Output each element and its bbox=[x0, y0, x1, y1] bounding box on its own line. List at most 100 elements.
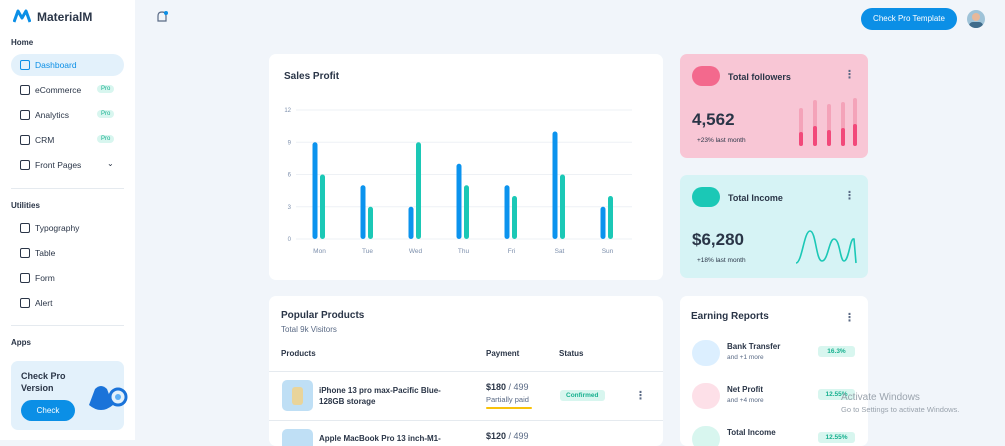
nav-label: Typography bbox=[35, 223, 80, 233]
section-title: Home bbox=[11, 38, 34, 47]
report-change: 12.55% bbox=[818, 389, 855, 400]
x-tick-label: Tue bbox=[362, 248, 373, 255]
bar bbox=[408, 206, 414, 239]
nav-item[interactable]: Front Pages ⌄ bbox=[11, 154, 124, 176]
bar bbox=[320, 174, 325, 239]
bar bbox=[312, 142, 318, 239]
nav-item[interactable]: Table bbox=[11, 242, 124, 264]
nav-icon bbox=[20, 223, 30, 233]
product-image bbox=[282, 380, 313, 411]
nav-icon bbox=[20, 248, 30, 258]
nav-label: Form bbox=[35, 273, 55, 283]
nav-label: Table bbox=[35, 248, 56, 258]
status-badge: Confirmed bbox=[560, 390, 605, 401]
card-title: Popular Products bbox=[281, 310, 365, 321]
menu[interactable]: ⋮ bbox=[844, 69, 855, 81]
followers-note: +23% last month bbox=[697, 137, 746, 144]
followers-value: 4,562 bbox=[692, 110, 735, 129]
nav-label: Front Pages bbox=[35, 160, 82, 170]
y-tick-label: 9 bbox=[288, 140, 292, 146]
nav-label: Alert bbox=[35, 298, 53, 308]
report-label: Total Income bbox=[727, 428, 776, 437]
nav-badge: Pro bbox=[97, 110, 115, 118]
x-tick-label: Sat bbox=[555, 248, 565, 255]
product-name: Apple MacBook Pro 13 inch-M1- bbox=[319, 434, 441, 443]
income-sparkline bbox=[795, 230, 857, 264]
income-note: +18% last month bbox=[697, 257, 746, 264]
nav-item[interactable]: Analytics Pro bbox=[11, 104, 124, 126]
nav-badge: Pro bbox=[97, 135, 115, 143]
nav-item[interactable]: Form bbox=[11, 267, 124, 289]
watermark-text: Go to Settings to activate Windows. bbox=[841, 405, 960, 414]
bar bbox=[456, 163, 462, 239]
nav-item[interactable]: eCommerce Pro bbox=[11, 79, 124, 101]
bar bbox=[552, 131, 558, 239]
earnings-card: Earning Reports ⋮ Bank Transfer and +1 mo… bbox=[680, 296, 868, 446]
notification-bell[interactable] bbox=[155, 10, 169, 25]
nav-icon bbox=[20, 298, 30, 308]
y-tick-label: 0 bbox=[288, 237, 292, 243]
x-tick-label: Fri bbox=[508, 248, 516, 255]
bar bbox=[512, 196, 517, 239]
product-price: $120 / 499 bbox=[486, 431, 529, 441]
nav-icon bbox=[20, 160, 30, 170]
bar bbox=[608, 196, 613, 239]
divider bbox=[269, 420, 663, 421]
nav-item[interactable]: Alert bbox=[11, 292, 124, 314]
menu[interactable]: ⋮ bbox=[635, 390, 646, 402]
y-tick-label: 3 bbox=[288, 205, 292, 211]
column-header: Payment bbox=[486, 349, 520, 358]
nav-icon bbox=[20, 110, 30, 120]
income-icon bbox=[692, 187, 720, 207]
divider bbox=[11, 188, 124, 189]
chevron: ⌄ bbox=[107, 159, 114, 168]
promo-illustration bbox=[89, 386, 128, 410]
nav-badge: Pro bbox=[97, 85, 115, 93]
payment-state: Partially paid bbox=[486, 395, 529, 404]
card-title: Earning Reports bbox=[691, 311, 769, 322]
menu[interactable]: ⋮ bbox=[844, 312, 855, 324]
sales-card: Sales Profit 0 3 6 9 12 Mon Tue Wed Thu Fri Sat Sun bbox=[269, 54, 663, 280]
brand: MaterialM bbox=[37, 10, 93, 24]
report-more: and +4 more bbox=[727, 397, 764, 404]
nav-item[interactable]: Dashboard bbox=[11, 54, 124, 76]
bar bbox=[504, 185, 510, 239]
bar bbox=[360, 185, 366, 239]
section-title: Utilities bbox=[11, 201, 40, 210]
divider bbox=[11, 325, 124, 326]
divider bbox=[269, 371, 663, 372]
logo bbox=[12, 9, 32, 23]
avatar[interactable] bbox=[967, 10, 985, 28]
header-button[interactable]: Check Pro Template bbox=[861, 8, 957, 30]
product-price: $180 / 499 bbox=[486, 382, 529, 392]
nav-icon bbox=[20, 273, 30, 283]
nav-item[interactable]: Typography bbox=[11, 217, 124, 239]
card-title: Sales Profit bbox=[284, 71, 340, 82]
product-image bbox=[282, 429, 313, 446]
x-tick-label: Sun bbox=[602, 248, 614, 255]
menu[interactable]: ⋮ bbox=[844, 190, 855, 202]
nav-item[interactable]: CRM Pro bbox=[11, 129, 124, 151]
report-label: Net Profit bbox=[727, 385, 763, 394]
card-title: Total Income bbox=[728, 193, 783, 203]
promo-title: Check Pro Version bbox=[21, 371, 66, 393]
followers-icon bbox=[692, 66, 720, 86]
followers-sparkbars bbox=[799, 98, 857, 146]
column-header: Status bbox=[559, 349, 584, 358]
chart: 0 3 6 9 12 Mon Tue Wed Thu Fri Sat Sun bbox=[284, 108, 632, 255]
followers-card: Total followers ⋮ 4,562 +23% last month bbox=[680, 54, 868, 158]
bar bbox=[368, 206, 373, 239]
report-icon bbox=[692, 426, 720, 446]
watermark-title: Activate Windows bbox=[841, 392, 920, 403]
nav-icon bbox=[20, 60, 30, 70]
price-total: / 499 bbox=[508, 382, 529, 392]
card-title: Total followers bbox=[728, 72, 791, 82]
product-name: iPhone 13 pro max-Pacific Blue-128GB sto… bbox=[319, 386, 441, 406]
nav-label: Dashboard bbox=[35, 60, 77, 70]
report-more: and +1 more bbox=[727, 354, 764, 361]
promo-button[interactable]: Check bbox=[21, 400, 75, 421]
y-tick-label: 6 bbox=[288, 173, 292, 179]
report-label: Bank Transfer bbox=[727, 342, 781, 351]
sidebar: MaterialM Check Pro Version Check Home Da… bbox=[0, 0, 135, 440]
